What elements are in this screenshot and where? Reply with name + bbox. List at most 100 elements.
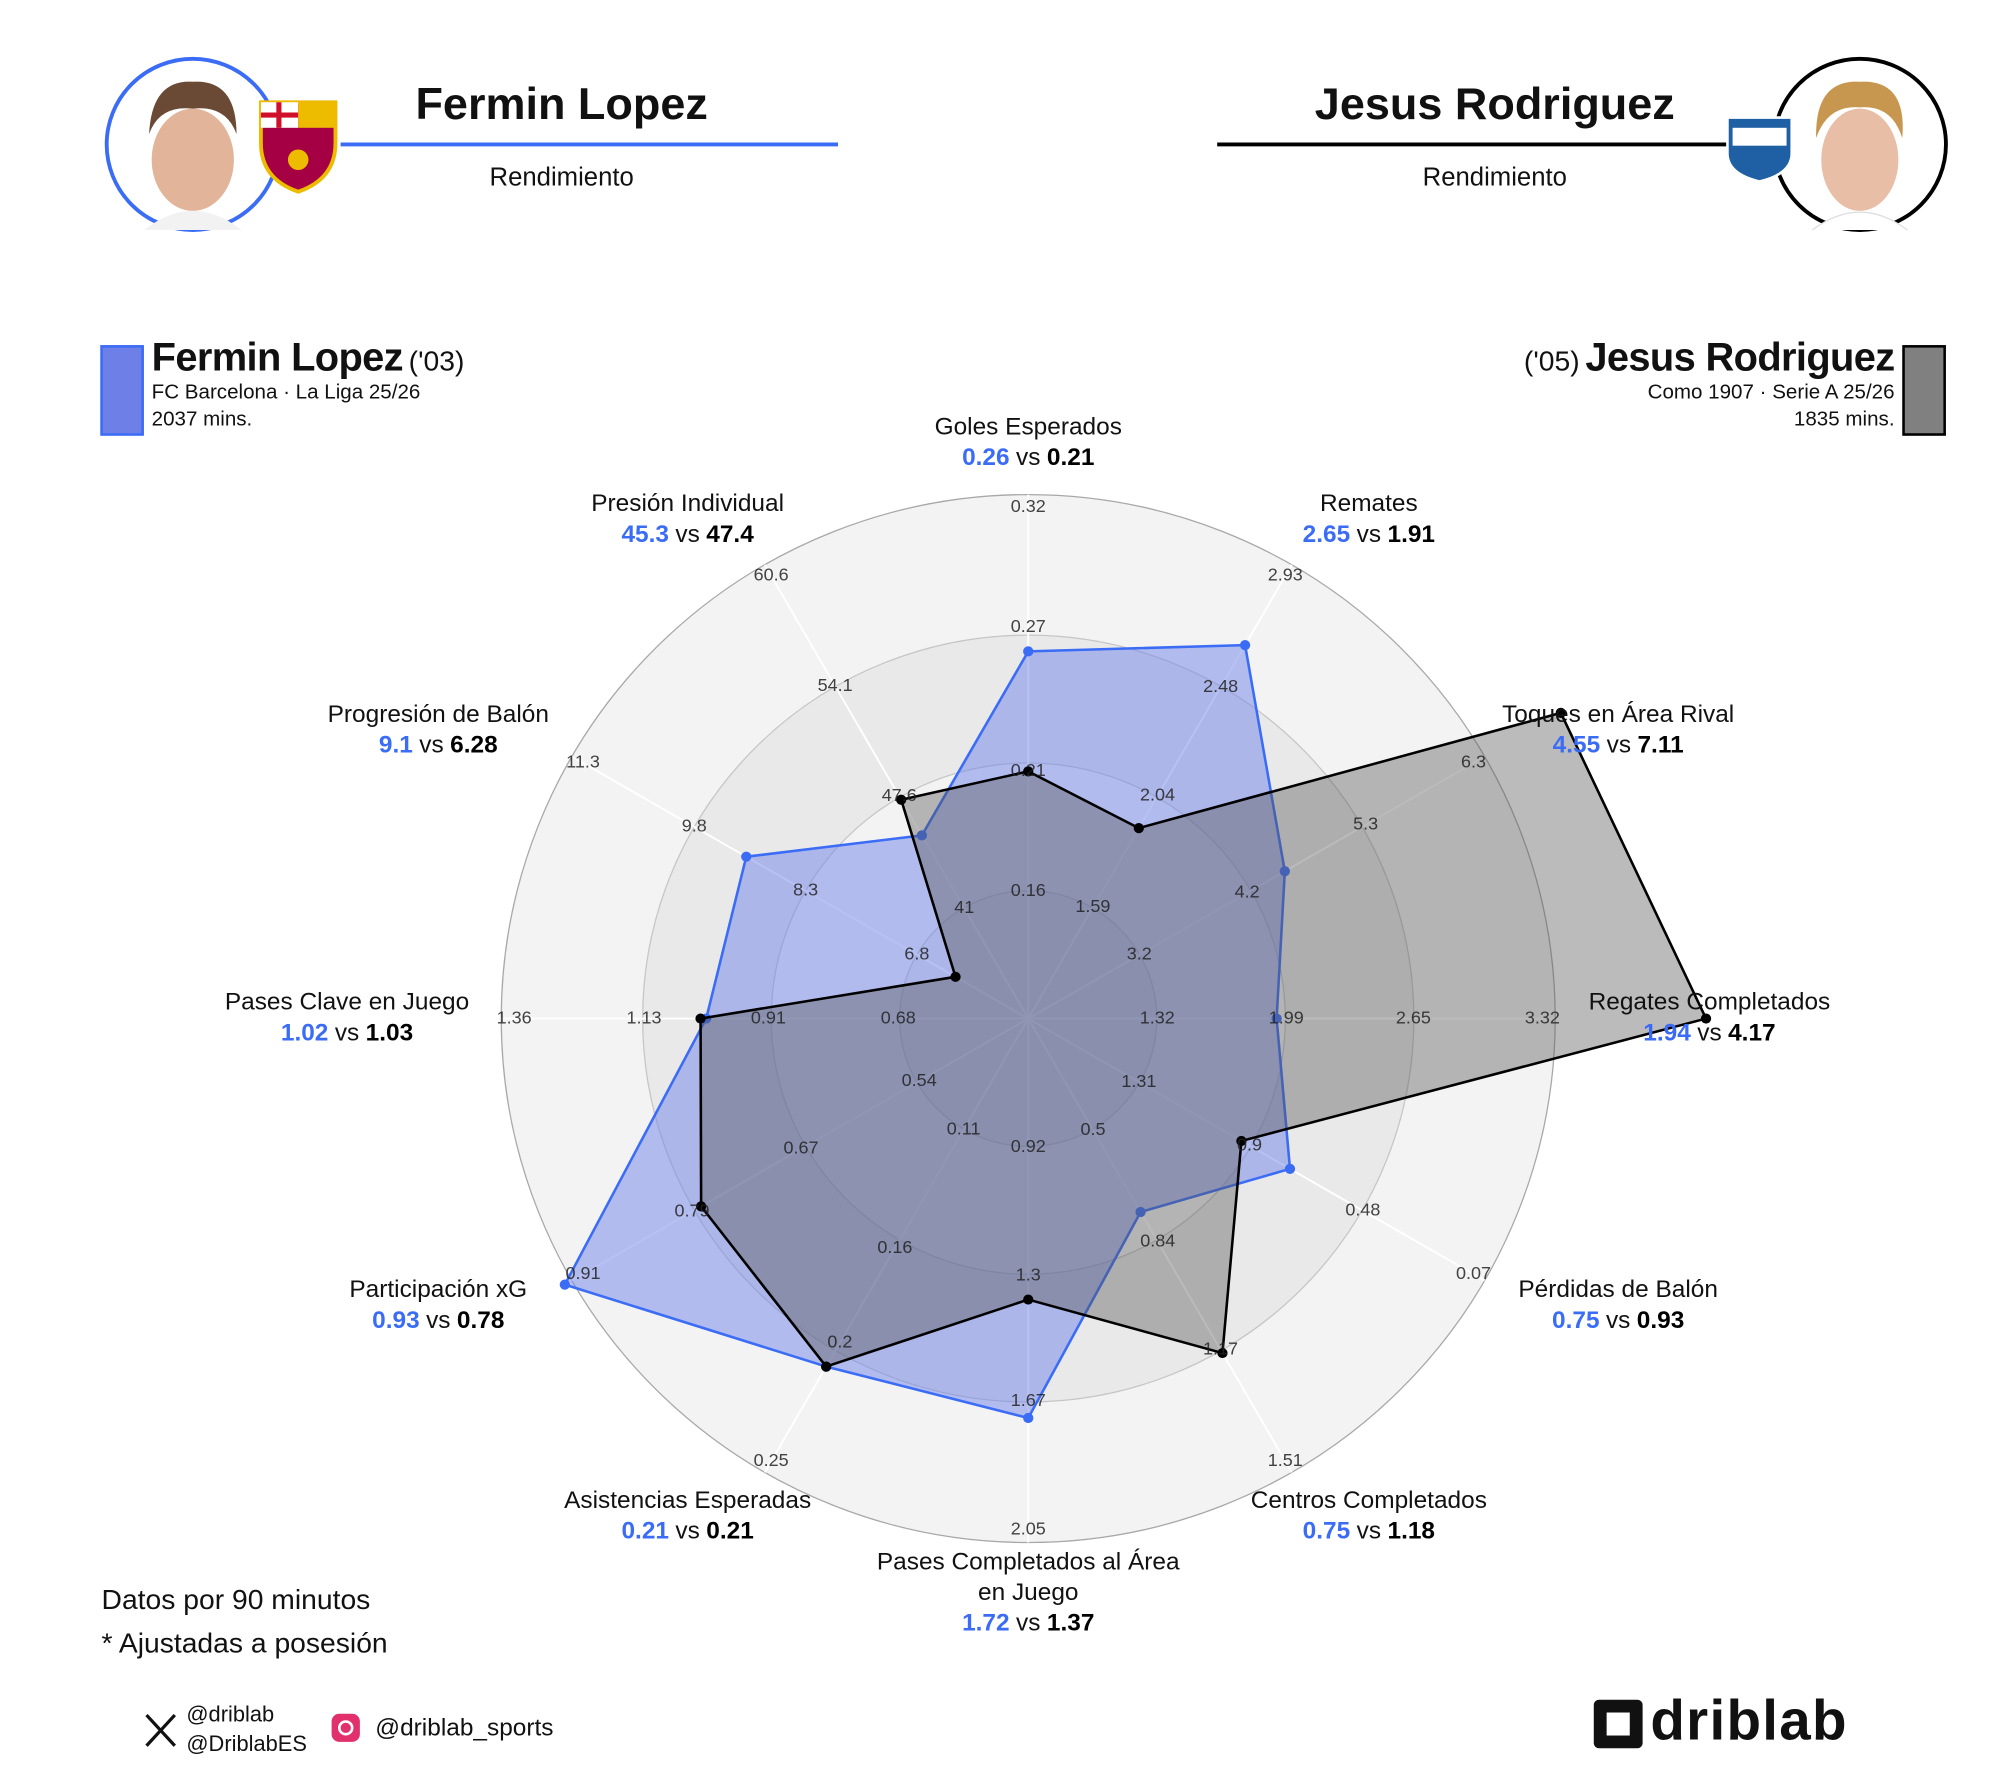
tick-label: 1.51 [1268, 1450, 1303, 1470]
axis-values: 9.1 vs 6.28 [284, 731, 592, 762]
tick-label: 41 [954, 897, 974, 917]
tick-label: 0.16 [1011, 880, 1046, 900]
tick-label: 1.17 [1203, 1339, 1238, 1359]
tick-label: 0.91 [751, 1007, 786, 1027]
series-point [1135, 1206, 1146, 1218]
axis-label: Centros Completados 0.75 vs 1.18 [1215, 1486, 1523, 1547]
tick-labels: 0.16 0.21 0.27 0.32 1.59 2.04 2.48 2.93 3.2 4.2 5.… [497, 496, 1560, 1538]
vs-label: vs [1016, 444, 1041, 472]
tick-label: 0.2 [827, 1332, 852, 1352]
tick-label: 0.21 [1011, 760, 1046, 780]
axis-name: Goles Esperados [934, 414, 1122, 441]
axis-label: Asistencias Esperadas 0.21 vs 0.21 [533, 1486, 841, 1547]
value-label: 47.4 [706, 521, 754, 549]
x-handle[interactable]: @driblab [186, 1702, 275, 1727]
axis-label: Pases Completados al Área en Juego 1.72 vs… [874, 1548, 1182, 1640]
series-point [1271, 1013, 1282, 1024]
tick-label: 0.07 [1456, 1263, 1491, 1283]
legend-team: Como 1907 · Serie A 25/26 [1647, 382, 1895, 404]
axis-name: Asistencias Esperadas [564, 1487, 812, 1515]
vs-label: vs [1356, 1517, 1382, 1545]
legend-swatch [100, 345, 144, 436]
series-point [916, 830, 928, 841]
series-point [741, 851, 752, 862]
series-point [1555, 707, 1566, 718]
value-label: 0.93 [372, 1307, 420, 1335]
value-label: 0.75 [1551, 1307, 1600, 1335]
club-badge [1726, 116, 1793, 183]
axis-label: Progresión de Balón 9.1 vs 6.28 [284, 700, 592, 761]
vs-label: vs [1697, 1019, 1722, 1047]
value-label: 0.21 [706, 1517, 754, 1545]
value-label: 4.55 [1552, 732, 1601, 760]
tick-label: 1.13 [627, 1007, 662, 1027]
value-label: 9.1 [378, 732, 413, 760]
value-label: 0.21 [1046, 444, 1095, 472]
value-label: 0.26 [962, 444, 1010, 472]
tick-label: 2.48 [1203, 676, 1238, 696]
legend-entry: ('05) Jesus Rodriguez [1524, 335, 1895, 381]
header-name: Jesus Rodriguez [1314, 79, 1675, 130]
axis-name: Centros Completados [1250, 1487, 1487, 1515]
tick-label: 0.54 [902, 1070, 937, 1090]
vs-label: vs [419, 732, 444, 760]
axis-values: 0.93 vs 0.78 [284, 1306, 592, 1337]
tick-label: 54.1 [818, 675, 853, 695]
axis-values: 45.3 vs 47.4 [533, 521, 841, 552]
series-point [1236, 1135, 1247, 1147]
axis-values: 1.02 vs 1.03 [193, 1019, 501, 1050]
axis-name: Toques en Área Rival [1502, 701, 1735, 729]
tick-label: 2.04 [1140, 785, 1175, 805]
tick-label: 0.91 [565, 1263, 600, 1283]
player-photo [104, 56, 281, 232]
tick-label: 60.6 [754, 565, 789, 585]
axis-name: Regates Completados [1588, 989, 1831, 1017]
axis-values: 0.21 vs 0.21 [533, 1517, 841, 1548]
tick-label: 3.32 [1525, 1007, 1560, 1027]
value-label: 1.94 [1643, 1019, 1691, 1047]
legend-birth: ('05) [1523, 345, 1580, 378]
vs-label: vs [1016, 1610, 1041, 1638]
series-point [695, 1013, 706, 1024]
axis-label: Goles Esperados 0.26 vs 0.21 [874, 413, 1182, 474]
series-point [695, 1201, 707, 1212]
axis-label: Pérdidas de Balón 0.75 vs 0.93 [1464, 1275, 1772, 1336]
axis-values: 0.75 vs 1.18 [1215, 1517, 1523, 1548]
series-point [1023, 1412, 1034, 1424]
tick-label: 0.27 [1011, 616, 1046, 636]
axis-name: Progresión de Balón [327, 701, 549, 729]
value-label: 1.37 [1046, 1610, 1095, 1638]
player-photo [1771, 56, 1948, 232]
instagram-handle[interactable]: @driblab_sports [375, 1715, 554, 1742]
tick-label: 1.36 [497, 1007, 532, 1027]
axis-values: 2.65 vs 1.91 [1215, 521, 1523, 552]
series-point [1217, 1347, 1228, 1359]
series-point [1023, 646, 1034, 657]
axis-values: 4.55 vs 7.11 [1464, 731, 1772, 762]
value-label: 45.3 [621, 521, 669, 549]
legend-entry: Fermin Lopez ('03) [152, 335, 465, 381]
tick-label: 0.32 [1011, 496, 1046, 516]
series-point [821, 1361, 832, 1372]
series-point [559, 1279, 570, 1290]
tick-label: 6.3 [1461, 752, 1486, 772]
series [559, 639, 1712, 1424]
tick-label: 0.68 [881, 1007, 916, 1027]
axis-values: 0.26 vs 0.21 [874, 443, 1182, 474]
value-label: 2.65 [1302, 521, 1351, 549]
tick-label: 1.59 [1075, 896, 1110, 916]
tick-label: 0.48 [1345, 1199, 1380, 1219]
axis-label: Participación xG 0.93 vs 0.78 [284, 1275, 592, 1336]
legend-name: Jesus Rodriguez [1585, 334, 1895, 380]
value-label: 6.28 [450, 732, 498, 760]
tick-label: 11.3 [566, 752, 600, 772]
x-handle[interactable]: @DriblabES [186, 1731, 307, 1756]
axis-name: Pérdidas de Balón [1518, 1276, 1718, 1304]
series-point [1279, 866, 1290, 877]
value-label: 0.78 [456, 1307, 505, 1335]
value-label: 7.11 [1637, 732, 1684, 760]
